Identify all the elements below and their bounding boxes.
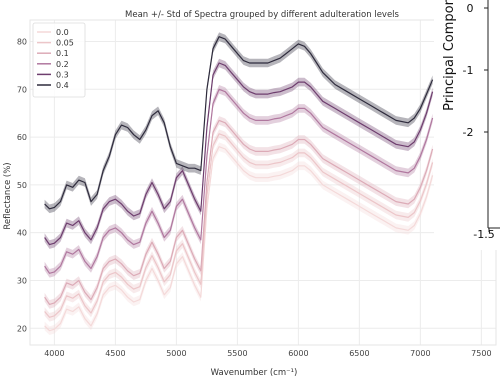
x-axis-label: Wavenumber (cm⁻¹)	[211, 368, 298, 378]
series-line-0	[44, 146, 434, 332]
y-tick-labels: 20 30 40 50 60 70 80	[17, 38, 27, 334]
series-line-3	[44, 88, 434, 274]
std-band-4	[44, 58, 433, 249]
legend-label-5: 0.4	[56, 81, 69, 90]
x-tick-label: 7500	[471, 349, 491, 358]
overlay-ytick-label: 0	[467, 2, 474, 15]
std-bands	[44, 32, 433, 335]
legend-label-0: 0.0	[56, 28, 69, 37]
series-line-2	[44, 119, 434, 305]
legend-label-3: 0.2	[56, 60, 69, 69]
std-band-3	[44, 85, 433, 278]
y-tick-label: 20	[17, 324, 27, 333]
x-tick-label: 7000	[410, 349, 430, 358]
series-line-5	[44, 36, 434, 210]
overlay-pca-panel: 0 -1 -2 -1.5 Principal Compone	[434, 0, 500, 250]
x-tick-label: 5500	[227, 349, 247, 358]
y-tick-label: 50	[17, 181, 27, 190]
overlay-ytick-label: -2	[463, 126, 474, 139]
overlay-background	[434, 0, 500, 250]
std-band-2	[44, 116, 433, 309]
std-band-1	[44, 129, 433, 322]
overlay-xtick-label: -1.5	[473, 228, 494, 241]
legend: 0.0 0.050.1 0.20.3 0.4	[32, 22, 86, 98]
overlay-ylabel: Principal Compone	[442, 0, 457, 111]
legend-label-4: 0.3	[56, 70, 69, 79]
legend-label-2: 0.1	[56, 49, 69, 58]
x-tick-label: 6000	[288, 349, 308, 358]
y-tick-label: 40	[17, 229, 27, 238]
overlay-ytick-label: -1	[463, 64, 474, 77]
x-tick-label: 5000	[166, 349, 186, 358]
series-line-1	[44, 133, 434, 318]
y-tick-label: 80	[17, 38, 27, 47]
y-tick-label: 60	[17, 133, 27, 142]
series-line-4	[44, 62, 434, 246]
legend-box	[32, 22, 86, 98]
x-tick-label: 6500	[349, 349, 369, 358]
y-tick-label: 70	[17, 85, 27, 94]
y-axis-label: Reflectance (%)	[3, 162, 13, 229]
chart-title: Mean +/- Std of Spectra grouped by diffe…	[125, 10, 400, 20]
x-tick-label: 4500	[105, 349, 125, 358]
std-band-0	[44, 142, 433, 335]
std-band-5	[44, 32, 433, 214]
x-tick-label: 4000	[44, 349, 64, 358]
y-tick-label: 30	[17, 276, 27, 285]
legend-label-1: 0.05	[56, 39, 74, 48]
mean-lines	[44, 36, 434, 332]
x-tick-labels: 4000 4500 5000 5500 6000 6500 7000 7500	[44, 349, 491, 358]
